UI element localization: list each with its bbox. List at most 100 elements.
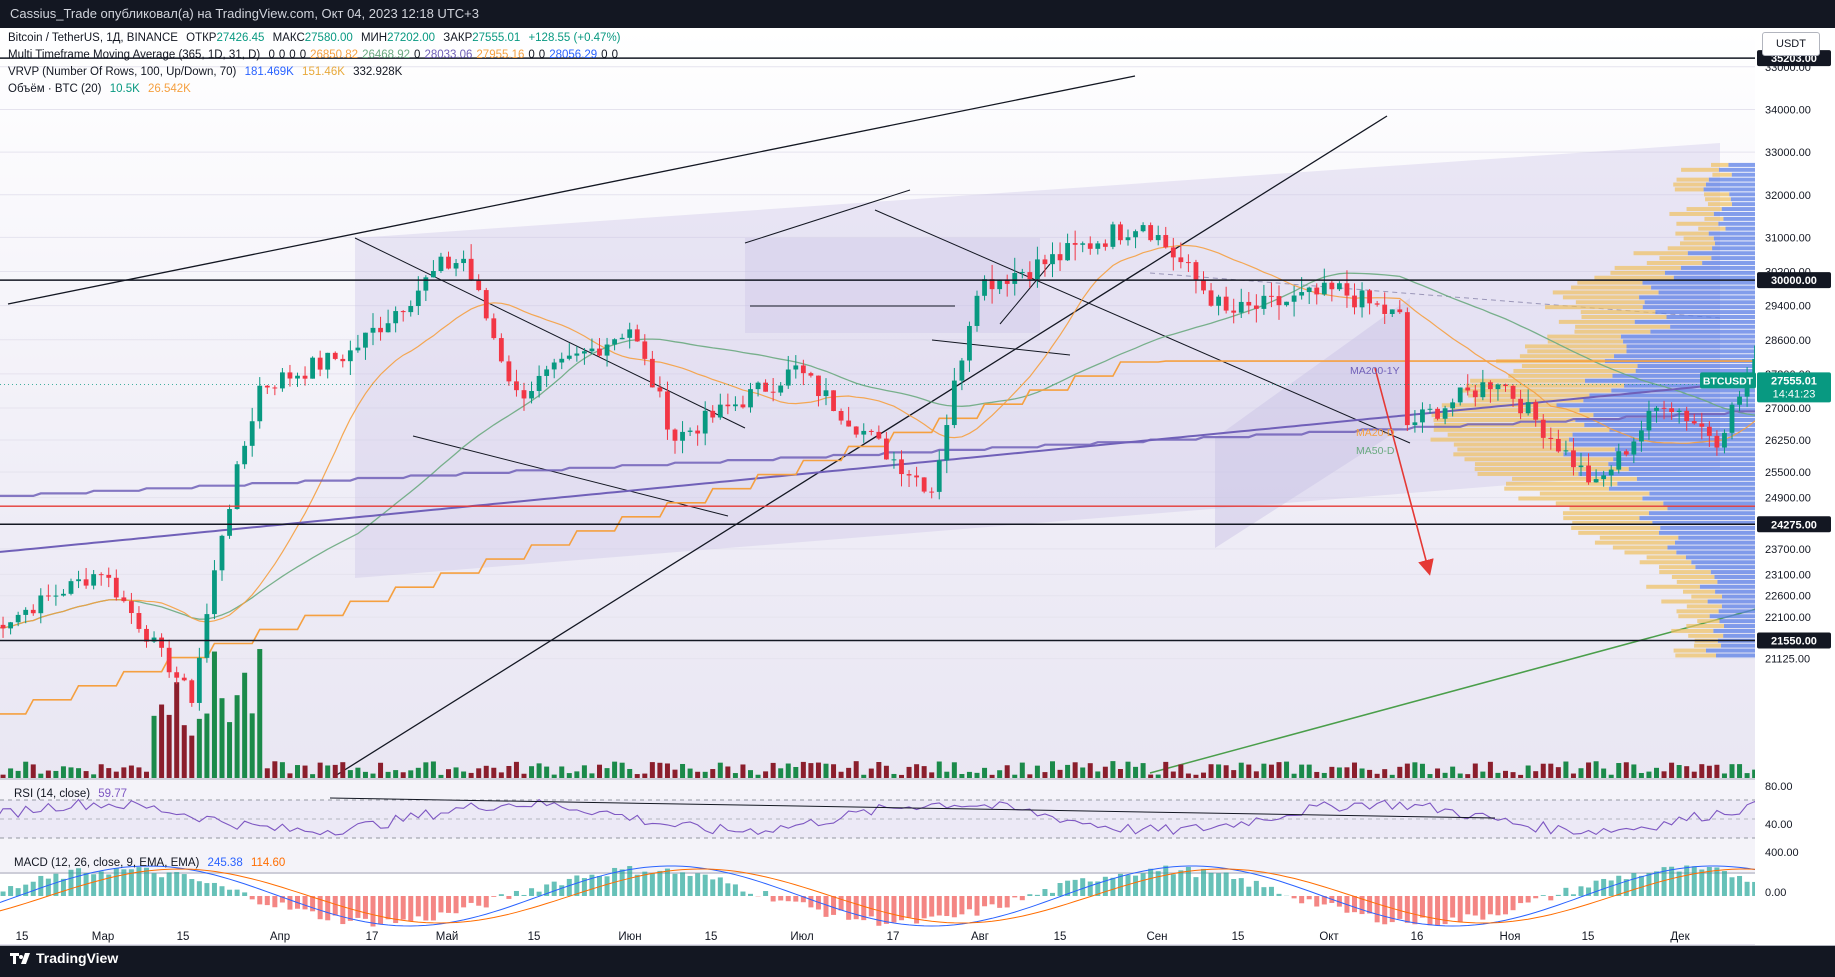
vrvp-up-bar [1713, 211, 1755, 216]
vrvp-down-bar [1562, 511, 1649, 516]
macd-histogram-bar [1012, 896, 1018, 898]
vrvp-up-bar [1650, 329, 1755, 334]
macd-histogram-bar [1480, 896, 1486, 920]
price-tick: 26250.00 [1765, 435, 1811, 447]
candle-body [1133, 231, 1138, 238]
volume-bar [1268, 764, 1274, 778]
volume-bar [1261, 763, 1267, 778]
volume-bar [664, 763, 670, 778]
macd-histogram-bar [234, 889, 240, 896]
macd-histogram-bar [1291, 896, 1297, 899]
volume-bar [1087, 763, 1093, 778]
vrvp-down-bar [1671, 574, 1715, 579]
macd-histogram-bar [106, 874, 112, 896]
time-tick: Апр [270, 931, 290, 943]
volume-bar [1231, 770, 1237, 778]
legend-high-label: МАКС [272, 32, 305, 44]
price-tick: 31000.00 [1765, 232, 1811, 244]
vrvp-down-bar [1686, 624, 1724, 629]
vrvp-up-bar [1731, 172, 1755, 177]
trendline-top [7, 75, 1136, 305]
macd-histogram-bar [1034, 894, 1040, 896]
candle-body [899, 459, 904, 475]
volume-bar [30, 764, 36, 778]
volume-bar [536, 763, 542, 778]
price-chart[interactable]: MA200-1Y MA20-D MA50-D 33000.00 34000.00 3… [0, 28, 1835, 946]
candle-body [1480, 382, 1486, 398]
legend-mtf-label[interactable]: Multi Timeframe Moving Average (365, 1D,… [8, 49, 261, 61]
macd-histogram-bar [1397, 896, 1403, 919]
volume-bar [310, 774, 316, 778]
volume-bar [1344, 767, 1350, 778]
legend-symbol[interactable]: Bitcoin / TetherUS, 1Д, BINANCE [8, 32, 178, 44]
candle-body [989, 279, 995, 290]
macd-histogram-bar [1201, 868, 1206, 896]
volume-bar [15, 770, 21, 778]
vrvp-up-bar [1723, 633, 1755, 638]
volume-bar [498, 772, 504, 778]
vrvp-up-bar [1721, 643, 1755, 648]
candle-body [498, 338, 504, 362]
vrvp-down-bar [1453, 442, 1573, 447]
vrvp-down-bar [1433, 418, 1576, 422]
vrvp-down-bar [1686, 207, 1722, 212]
volume-bar [1314, 771, 1320, 778]
flag-box [745, 238, 1040, 333]
vrvp-down-bar [1694, 643, 1722, 648]
vrvp-down-bar [1675, 231, 1709, 236]
volume-bar [106, 768, 112, 778]
time-tick: 15 [528, 931, 541, 943]
macd-label[interactable]: MACD (12, 26, close, 9, EMA, EMA) [14, 857, 200, 869]
macd-histogram-bar [1246, 886, 1252, 896]
macd-histogram-bar [1253, 880, 1259, 896]
macd-histogram-bar [408, 896, 414, 922]
macd-histogram-bar [1450, 896, 1456, 918]
volume-bar [378, 762, 384, 778]
volume-bar [370, 773, 376, 778]
candle-body [1616, 451, 1622, 470]
macd-histogram-bar [113, 868, 119, 896]
legend-vrvp-label[interactable]: VRVP (Number Of Rows, 100, Up/Down, 70) [8, 66, 237, 78]
vrvp-down-bar [1661, 599, 1708, 604]
currency-button[interactable]: USDT [1762, 32, 1820, 56]
mtf-value: 0 [268, 49, 275, 61]
candle-body [1699, 423, 1705, 427]
price-axis[interactable] [1755, 28, 1835, 946]
candle-body [544, 369, 550, 376]
volume-bar [838, 771, 844, 778]
vrvp-up-bar [1667, 506, 1755, 511]
candle-body [763, 382, 768, 392]
candle-body [1435, 408, 1440, 419]
volume-bar [181, 725, 187, 778]
candle-body [1019, 272, 1025, 274]
macd-histogram-bar [1555, 894, 1561, 896]
time-axis[interactable] [0, 945, 1835, 946]
volume-bar [823, 763, 829, 778]
volume-bar [1095, 771, 1101, 778]
macd-histogram-bar [1608, 880, 1614, 896]
volume-bar [1646, 771, 1652, 778]
volume-bar [144, 771, 149, 778]
macd-histogram-bar [393, 896, 399, 924]
candle-body [1744, 380, 1750, 397]
candle-body [257, 385, 263, 422]
legend-volume-label[interactable]: Объём · BTC (20) [8, 83, 102, 95]
volume-bar [815, 762, 821, 778]
rsi-label[interactable]: RSI (14, close) [14, 788, 91, 800]
volume-bar [853, 761, 859, 778]
vrvp-up-bar [1695, 565, 1755, 570]
vrvp-up-bar [1660, 525, 1755, 530]
volume-bar [1654, 767, 1659, 778]
macd-histogram-bar [831, 896, 837, 915]
volume-bar [1744, 773, 1750, 778]
tradingview-logo[interactable]: TradingView [10, 950, 118, 966]
candle-body [1291, 295, 1297, 302]
macd-histogram-bar [793, 896, 799, 902]
vrvp-up-bar [1624, 383, 1755, 388]
vrvp-down-bar [1707, 202, 1732, 207]
rsi-axis: 80.00 40.00 [1765, 781, 1793, 831]
time-tick: Сен [1146, 931, 1167, 943]
vrvp-up-bar [1721, 207, 1755, 212]
macd-histogram-bar [1525, 896, 1531, 903]
macd-histogram-bar [45, 878, 51, 896]
